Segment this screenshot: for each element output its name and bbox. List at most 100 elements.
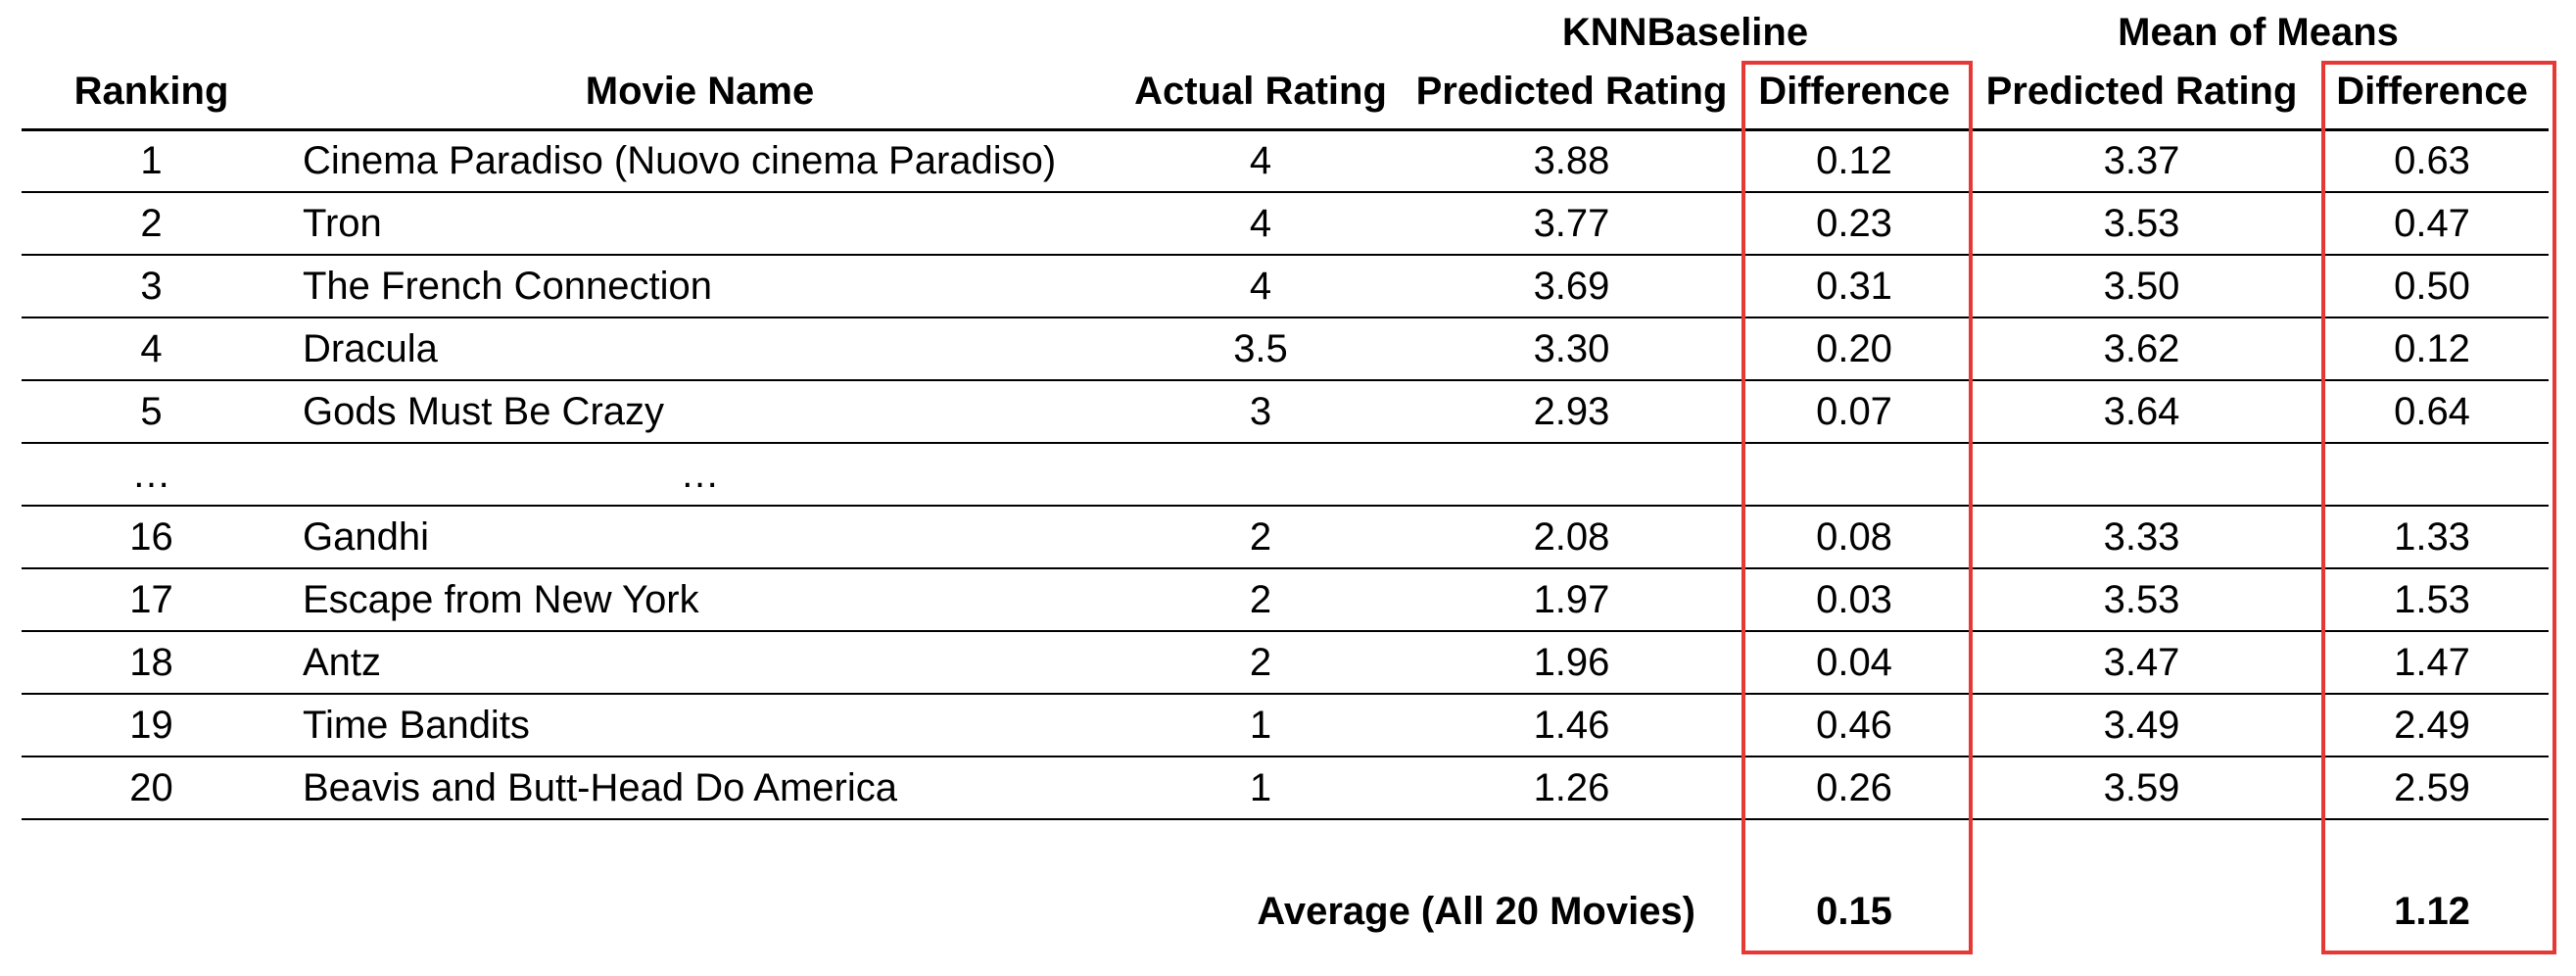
cell-mean-predicted: 3.64	[1968, 380, 2316, 444]
cell-knn-predicted: 3.88	[1403, 129, 1741, 193]
cell-mean-predicted: 3.53	[1968, 568, 2316, 632]
cell-mean-difference: 1.33	[2315, 506, 2550, 569]
cell-rank: 20	[22, 756, 281, 820]
cell-knn-predicted: 2.93	[1403, 380, 1741, 444]
cell-knn-difference: 0.08	[1741, 506, 1969, 569]
cell-mean-difference: 0.63	[2315, 129, 2550, 193]
cell-mean-predicted: 3.59	[1968, 756, 2316, 820]
cell-mean-predicted	[1968, 443, 2316, 507]
col-header-knn-predicted: Predicted Rating	[1403, 55, 1741, 131]
cell-knn-predicted: 1.96	[1403, 631, 1741, 695]
cell-knn-predicted: 3.30	[1403, 317, 1741, 381]
table-row: 17 Escape from New York 2 1.97 0.03 3.53…	[22, 568, 2550, 632]
cell-movie-name: Tron	[281, 192, 1119, 256]
cell-movie-name: …	[281, 443, 1119, 507]
col-header-mean-difference: Difference	[2315, 55, 2550, 131]
cell-knn-difference: 0.04	[1741, 631, 1969, 695]
cell-movie-name: Antz	[281, 631, 1119, 695]
cell-actual-rating: 3	[1119, 380, 1403, 444]
results-table: KNNBaseline Mean of Means Ranking Movie …	[22, 0, 2550, 947]
col-header-movie-name: Movie Name	[281, 55, 1119, 131]
cell-knn-predicted: 2.08	[1403, 506, 1741, 569]
cell-knn-difference: 0.31	[1741, 255, 1969, 318]
table-row: 1 Cinema Paradiso (Nuovo cinema Paradiso…	[22, 129, 2550, 193]
cell-mean-difference	[2315, 443, 2550, 507]
cell-movie-name: Beavis and Butt-Head Do America	[281, 756, 1119, 820]
cell-mean-predicted: 3.50	[1968, 255, 2316, 318]
cell-actual-rating: 2	[1119, 631, 1403, 695]
average-mean-difference: 1.12	[2394, 889, 2470, 933]
ellipsis-row: … …	[22, 443, 2550, 507]
group-header-mean: Mean of Means	[2118, 11, 2399, 54]
cell-actual-rating: 2	[1119, 506, 1403, 569]
cell-rank: 16	[22, 506, 281, 569]
cell-actual-rating: 4	[1119, 129, 1403, 193]
table-row: 5 Gods Must Be Crazy 3 2.93 0.07 3.64 0.…	[22, 380, 2550, 444]
cell-rank: 2	[22, 192, 281, 256]
cell-movie-name: The French Connection	[281, 255, 1119, 318]
cell-actual-rating: 4	[1119, 255, 1403, 318]
cell-actual-rating: 3.5	[1119, 317, 1403, 381]
cell-mean-difference: 1.47	[2315, 631, 2550, 695]
cell-knn-difference: 0.23	[1741, 192, 1969, 256]
cell-rank: 5	[22, 380, 281, 444]
table-row: 2 Tron 4 3.77 0.23 3.53 0.47	[22, 192, 2550, 256]
cell-mean-difference: 0.12	[2315, 317, 2550, 381]
cell-rank: 1	[22, 129, 281, 193]
group-header-row: KNNBaseline Mean of Means	[22, 0, 2549, 55]
cell-mean-difference: 2.49	[2315, 694, 2550, 757]
cell-mean-predicted: 3.47	[1968, 631, 2316, 695]
table-row: 20 Beavis and Butt-Head Do America 1 1.2…	[22, 756, 2550, 820]
column-header-row: Ranking Movie Name Actual Rating Predict…	[22, 55, 2550, 131]
cell-rank: …	[22, 443, 281, 507]
cell-knn-predicted: 1.46	[1403, 694, 1741, 757]
mean-difference-highlight-box	[2321, 61, 2556, 954]
table-row: 4 Dracula 3.5 3.30 0.20 3.62 0.12	[22, 317, 2550, 381]
cell-knn-predicted: 3.77	[1403, 192, 1741, 256]
average-row: Average (All 20 Movies) 0.15 1.12	[22, 876, 2549, 947]
table-row: 16 Gandhi 2 2.08 0.08 3.33 1.33	[22, 506, 2550, 569]
table-row: 18 Antz 2 1.96 0.04 3.47 1.47	[22, 631, 2550, 695]
group-header-knn: KNNBaseline	[1561, 11, 1809, 54]
cell-knn-predicted	[1403, 443, 1741, 507]
col-header-actual-rating: Actual Rating	[1119, 55, 1403, 131]
cell-mean-predicted: 3.49	[1968, 694, 2316, 757]
cell-actual-rating: 4	[1119, 192, 1403, 256]
cell-mean-predicted: 3.37	[1968, 129, 2316, 193]
cell-knn-difference: 0.20	[1741, 317, 1969, 381]
cell-mean-difference: 0.47	[2315, 192, 2550, 256]
cell-movie-name: Gods Must Be Crazy	[281, 380, 1119, 444]
cell-mean-predicted: 3.53	[1968, 192, 2316, 256]
cell-knn-difference: 0.03	[1741, 568, 1969, 632]
col-header-knn-difference: Difference	[1741, 55, 1969, 131]
cell-rank: 4	[22, 317, 281, 381]
cell-mean-difference: 2.59	[2315, 756, 2550, 820]
cell-movie-name: Gandhi	[281, 506, 1119, 569]
cell-movie-name: Time Bandits	[281, 694, 1119, 757]
table-row: 19 Time Bandits 1 1.46 0.46 3.49 2.49	[22, 694, 2550, 757]
cell-actual-rating: 1	[1119, 756, 1403, 820]
col-header-ranking: Ranking	[22, 55, 281, 131]
cell-mean-difference: 0.50	[2315, 255, 2550, 318]
cell-knn-difference: 0.07	[1741, 380, 1969, 444]
cell-mean-predicted: 3.33	[1968, 506, 2316, 569]
cell-knn-difference: 0.46	[1741, 694, 1969, 757]
cell-mean-predicted: 3.62	[1968, 317, 2316, 381]
cell-actual-rating: 2	[1119, 568, 1403, 632]
cell-mean-difference: 0.64	[2315, 380, 2550, 444]
cell-movie-name: Cinema Paradiso (Nuovo cinema Paradiso)	[281, 129, 1119, 193]
average-knn-difference: 0.15	[1816, 889, 1892, 933]
cell-actual-rating: 1	[1119, 694, 1403, 757]
cell-knn-predicted: 3.69	[1403, 255, 1741, 318]
knn-difference-highlight-box	[1741, 61, 1973, 954]
cell-mean-difference: 1.53	[2315, 568, 2550, 632]
cell-rank: 3	[22, 255, 281, 318]
cell-rank: 18	[22, 631, 281, 695]
average-label: Average (All 20 Movies)	[1257, 889, 1695, 933]
cell-movie-name: Dracula	[281, 317, 1119, 381]
cell-rank: 19	[22, 694, 281, 757]
table-row: 3 The French Connection 4 3.69 0.31 3.50…	[22, 255, 2550, 318]
cell-knn-predicted: 1.26	[1403, 756, 1741, 820]
cell-movie-name: Escape from New York	[281, 568, 1119, 632]
